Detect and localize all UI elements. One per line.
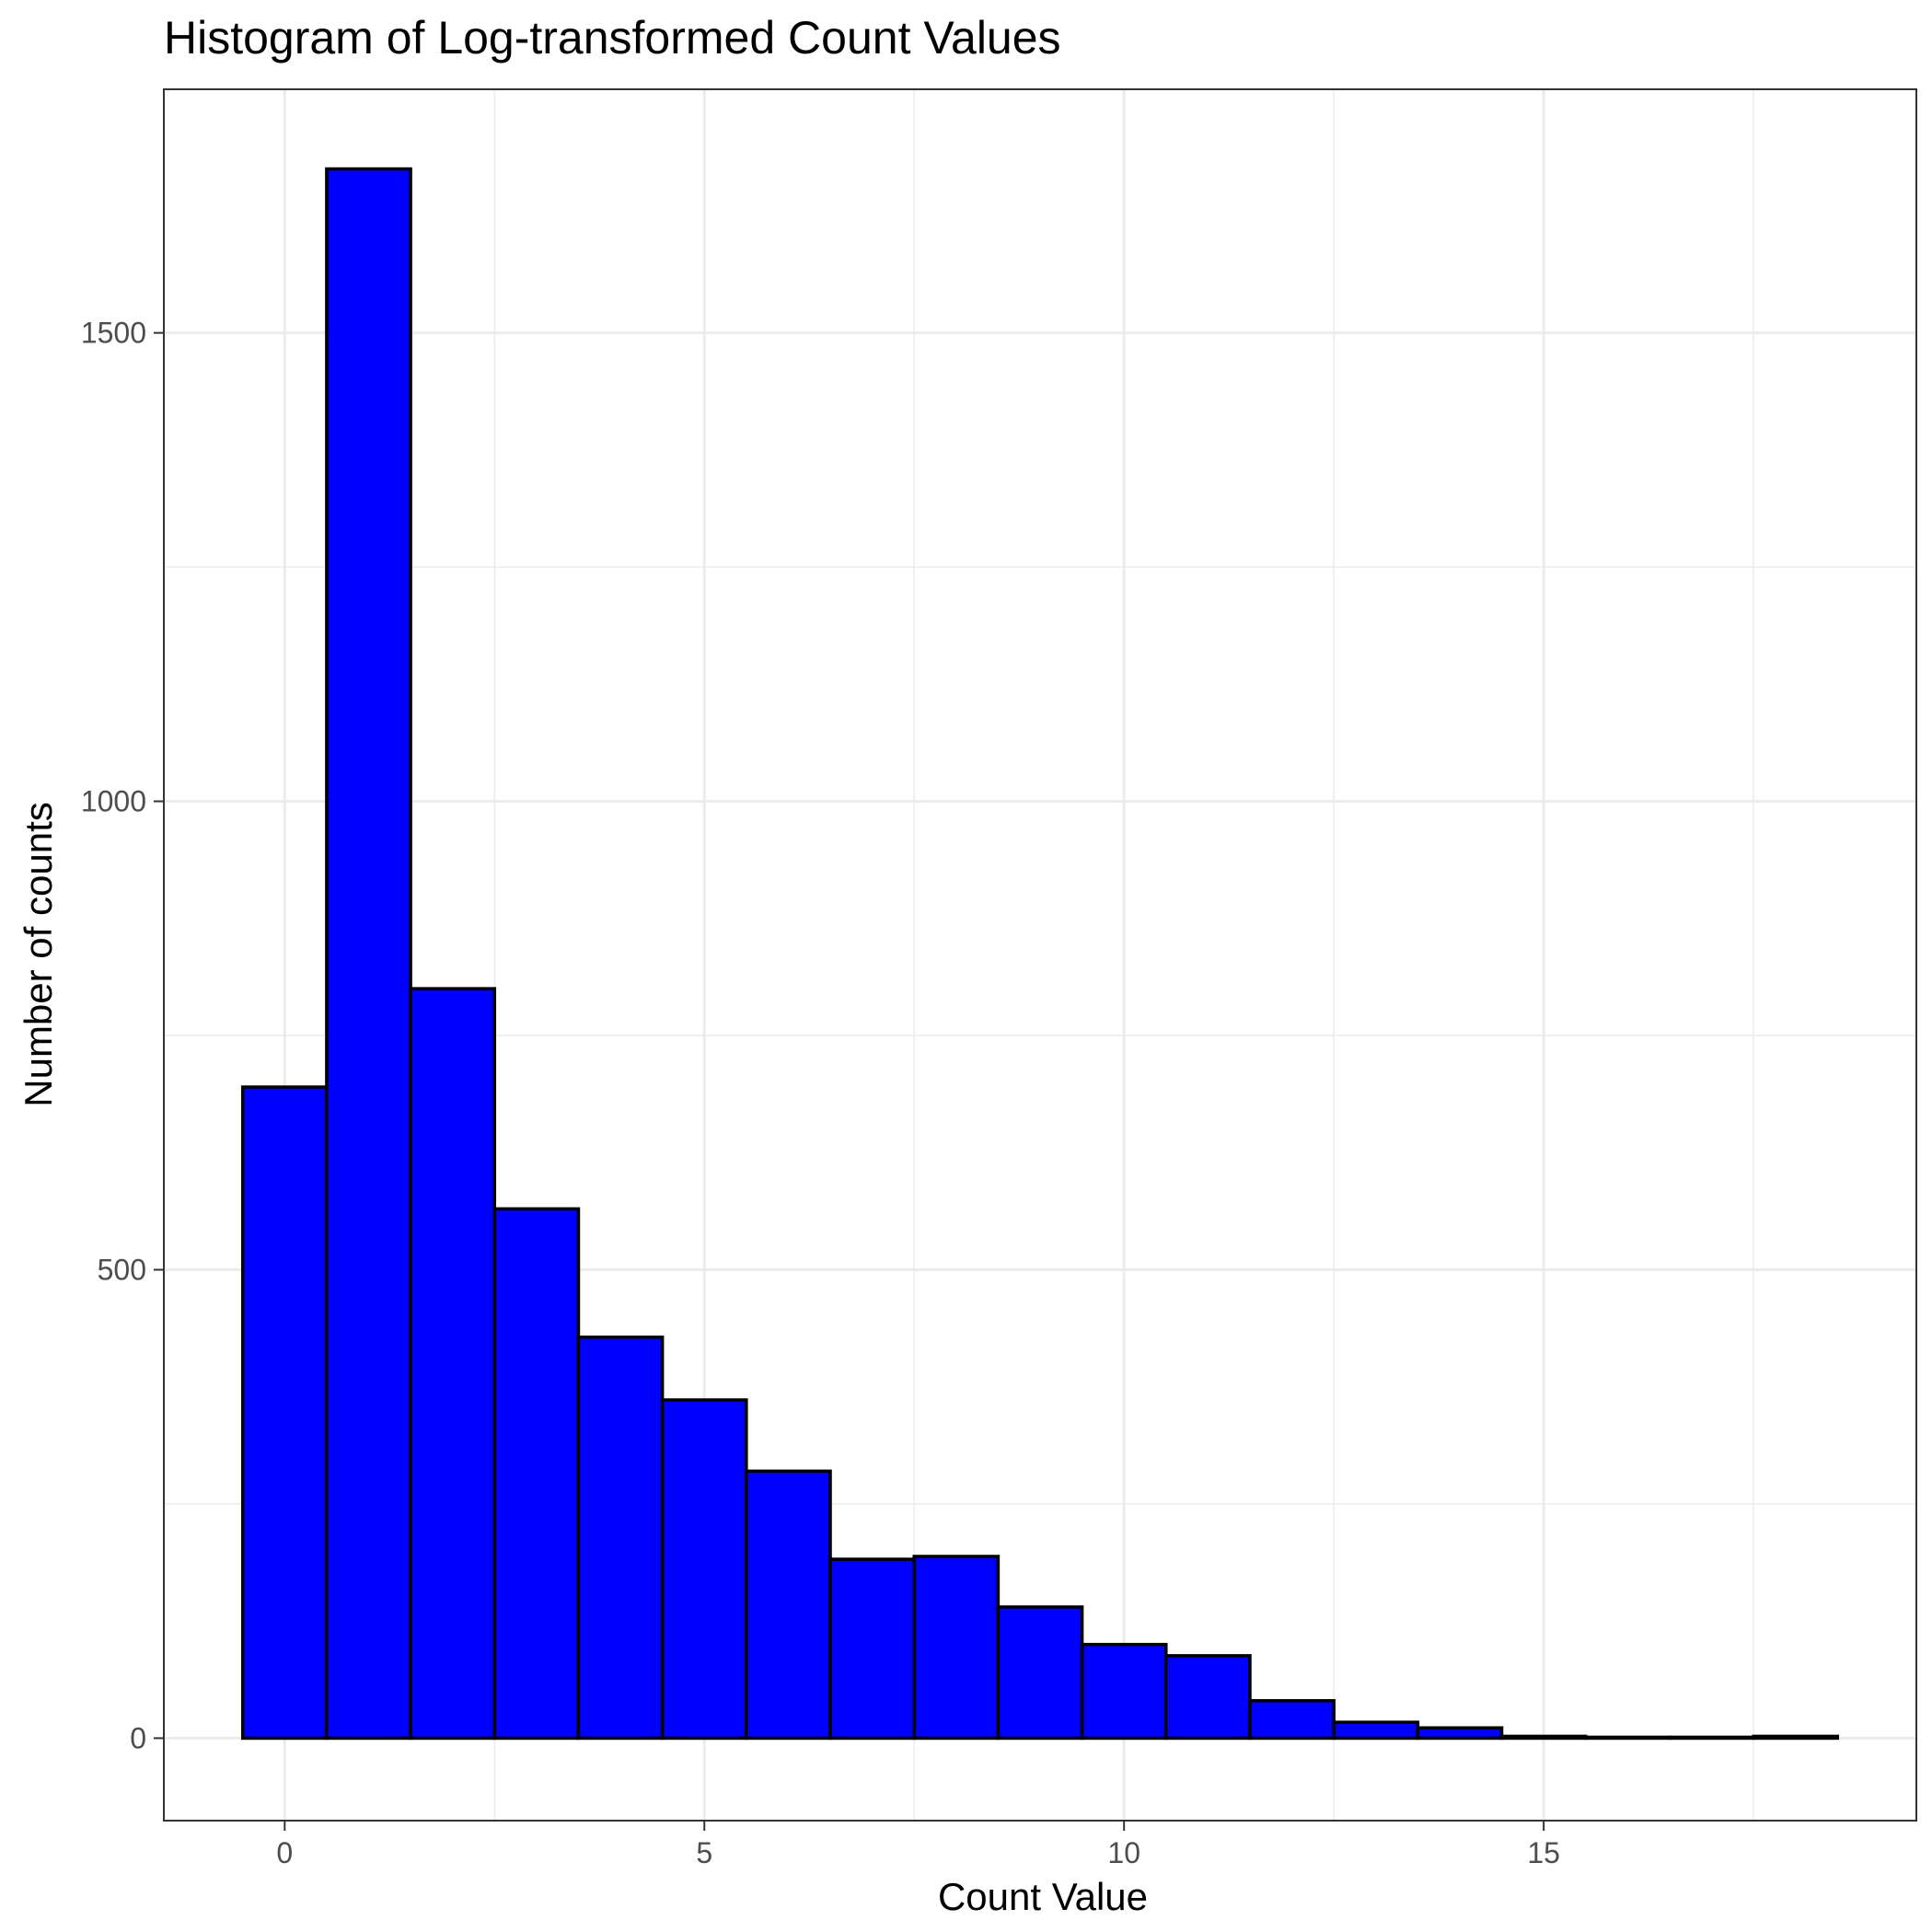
histogram-bar xyxy=(1248,1698,1336,1741)
histogram-bar xyxy=(576,1336,665,1741)
x-tick-label: 15 xyxy=(1527,1836,1560,1869)
histogram-bar xyxy=(828,1557,916,1741)
histogram-bar xyxy=(1164,1654,1252,1741)
histogram-bar xyxy=(745,1469,832,1741)
histogram-bar xyxy=(409,987,497,1741)
histogram-bar xyxy=(912,1555,1001,1741)
histogram-bar xyxy=(1668,1735,1755,1741)
histogram-bars xyxy=(240,167,1840,1741)
x-tick-label: 0 xyxy=(276,1836,293,1869)
histogram-bar xyxy=(1332,1720,1420,1741)
histogram-bar xyxy=(1752,1734,1840,1741)
histogram-bar xyxy=(1499,1734,1588,1741)
plot-panel-border xyxy=(163,88,1917,1822)
histogram-bar xyxy=(1583,1735,1672,1741)
y-tick-label: 1000 xyxy=(81,785,146,818)
x-axis-label: Count Value xyxy=(938,1875,1148,1918)
histogram-bar xyxy=(325,167,412,1741)
y-tick-label: 0 xyxy=(130,1721,146,1754)
histogram-bar xyxy=(492,1207,581,1741)
chart-title: Histogram of Log-transformed Count Value… xyxy=(164,12,1061,64)
histogram-bar xyxy=(1080,1642,1168,1741)
y-axis: 0 500 1000 1500 xyxy=(81,317,164,1754)
x-tick-label: 5 xyxy=(696,1836,712,1869)
x-tick-label: 10 xyxy=(1107,1836,1140,1869)
histogram-bar xyxy=(660,1398,748,1741)
y-axis-label: Number of counts xyxy=(17,802,60,1107)
y-tick-label: 1500 xyxy=(81,317,146,350)
y-tick-label: 500 xyxy=(98,1254,146,1287)
histogram-bar xyxy=(1416,1726,1504,1741)
histogram-bar xyxy=(996,1605,1084,1741)
histogram-bar xyxy=(240,1085,329,1741)
x-axis: 0 5 10 15 xyxy=(276,1821,1560,1869)
